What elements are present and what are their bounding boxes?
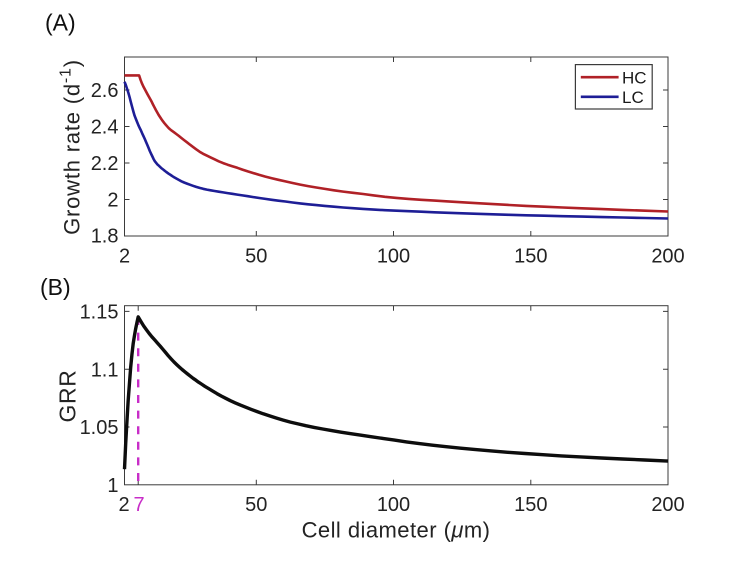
svg-text:(A): (A) [45,10,76,36]
svg-text:2: 2 [119,245,130,267]
svg-text:1.05: 1.05 [80,417,119,439]
svg-text:1.8: 1.8 [91,226,119,248]
svg-text:100: 100 [377,245,410,267]
svg-text:HC: HC [622,68,647,87]
svg-text:(B): (B) [40,274,71,300]
svg-text:2: 2 [107,190,118,212]
svg-text:1.15: 1.15 [80,302,119,324]
svg-text:7: 7 [133,494,144,516]
svg-text:150: 150 [514,494,547,516]
svg-text:50: 50 [245,245,267,267]
svg-text:Growth rate (d-1): Growth rate (d-1) [58,59,85,235]
svg-text:GRR: GRR [55,370,81,423]
svg-text:200: 200 [651,245,684,267]
svg-text:2.2: 2.2 [91,153,119,175]
svg-text:1.1: 1.1 [91,359,119,381]
svg-text:100: 100 [377,494,410,516]
svg-text:Cell diameter (μm): Cell diameter (μm) [302,517,491,542]
svg-text:150: 150 [514,245,547,267]
svg-text:2: 2 [118,494,129,516]
svg-text:200: 200 [651,494,684,516]
svg-text:2.4: 2.4 [91,117,119,139]
svg-text:1: 1 [107,475,118,497]
svg-text:50: 50 [245,494,267,516]
svg-text:LC: LC [622,88,644,107]
svg-text:2.6: 2.6 [91,80,119,102]
